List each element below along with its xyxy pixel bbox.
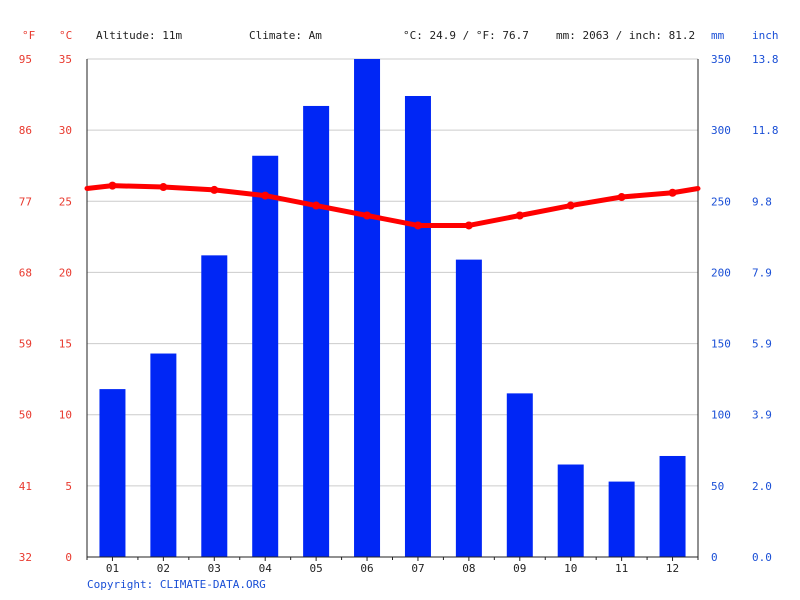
celsius-tick-label: 0: [65, 551, 72, 564]
month-tick-label: 09: [513, 562, 526, 575]
celsius-tick-label: 20: [59, 266, 72, 279]
inch-tick-label: 5.9: [752, 338, 772, 351]
temperature-point: [515, 211, 524, 220]
precipitation-bar: [557, 464, 584, 557]
month-tick-label: 03: [208, 562, 221, 575]
mm-tick-label: 200: [711, 266, 731, 279]
mm-tick-label: 0: [711, 551, 718, 564]
mm-tick-label: 150: [711, 338, 731, 351]
mm-unit-label: mm: [711, 29, 725, 42]
precipitation-bar: [99, 389, 126, 557]
inch-tick-label: 3.9: [752, 409, 772, 422]
fahrenheit-tick-label: 86: [19, 124, 32, 137]
temperature-point: [668, 188, 677, 197]
fahrenheit-tick-label: 95: [19, 53, 32, 66]
fahrenheit-tick-label: 68: [19, 266, 32, 279]
temperature-line-path: [84, 183, 701, 228]
month-tick-label: 04: [259, 562, 273, 575]
month-tick-label: 06: [360, 562, 373, 575]
temperature-point: [159, 183, 168, 192]
inch-tick-label: 7.9: [752, 266, 772, 279]
celsius-unit-label: °C: [59, 29, 72, 42]
precipitation-bar: [608, 481, 635, 557]
precipitation-bars: [99, 59, 686, 558]
inch-tick-label: 9.8: [752, 195, 772, 208]
month-tick-label: 01: [106, 562, 119, 575]
inch-unit-label: inch: [752, 29, 779, 42]
copyright-label: Copyright: CLIMATE-DATA.ORG: [87, 578, 266, 591]
mm-tick-label: 350: [711, 53, 731, 66]
temperature-point: [261, 191, 270, 200]
precipitation-bar: [354, 59, 381, 557]
inch-tick-label: 13.8: [752, 53, 779, 66]
precipitation-bar: [303, 105, 330, 557]
celsius-tick-label: 25: [59, 195, 72, 208]
precipitation-bar: [506, 393, 533, 557]
mm-tick-label: 300: [711, 124, 731, 137]
month-tick-label: 07: [411, 562, 424, 575]
temperature-average-label: °C: 24.9 / °F: 76.7: [403, 29, 529, 42]
celsius-tick-label: 5: [65, 480, 72, 493]
mm-tick-label: 50: [711, 480, 724, 493]
celsius-tick-label: 15: [59, 338, 72, 351]
temperature-point: [566, 201, 575, 210]
month-tick-label: 08: [462, 562, 475, 575]
temperature-point: [363, 211, 372, 220]
precipitation-bar: [455, 259, 482, 557]
altitude-label: Altitude: 11m: [96, 29, 182, 42]
fahrenheit-tick-label: 32: [19, 551, 32, 564]
fahrenheit-unit-label: °F: [22, 29, 35, 42]
inch-tick-label: 0.0: [752, 551, 772, 564]
mm-tick-label: 100: [711, 409, 731, 422]
precipitation-bar: [201, 255, 228, 557]
fahrenheit-tick-label: 77: [19, 195, 32, 208]
month-tick-label: 05: [310, 562, 323, 575]
month-tick-label: 10: [564, 562, 577, 575]
month-tick-label: 11: [615, 562, 628, 575]
precipitation-bar: [404, 95, 431, 557]
fahrenheit-tick-label: 41: [19, 480, 32, 493]
fahrenheit-tick-label: 50: [19, 409, 32, 422]
precipitation-total-label: mm: 2063 / inch: 81.2: [556, 29, 695, 42]
temperature-point: [312, 201, 321, 210]
tick-labels: 32 0 0 0.0 41 5 50 2.0 50 10 100 3.9 59 15 150 5.9 68 20 2…: [19, 53, 779, 575]
celsius-tick-label: 30: [59, 124, 72, 137]
temperature-point: [617, 193, 626, 202]
celsius-tick-label: 10: [59, 409, 72, 422]
month-tick-label: 02: [157, 562, 170, 575]
precipitation-bar: [252, 155, 279, 558]
temperature-line: [84, 181, 701, 230]
fahrenheit-tick-label: 59: [19, 338, 32, 351]
precipitation-bar: [150, 353, 177, 557]
gridlines: [87, 58, 698, 487]
temperature-point: [413, 221, 422, 230]
axes: [86, 59, 699, 561]
precipitation-bar: [659, 455, 686, 557]
inch-tick-label: 11.8: [752, 124, 779, 137]
temperature-point: [464, 221, 473, 230]
temperature-point: [108, 181, 117, 190]
mm-tick-label: 250: [711, 195, 731, 208]
month-tick-label: 12: [666, 562, 679, 575]
inch-tick-label: 2.0: [752, 480, 772, 493]
climate-label: Climate: Am: [249, 29, 322, 42]
temperature-point: [210, 185, 219, 194]
celsius-tick-label: 35: [59, 53, 72, 66]
